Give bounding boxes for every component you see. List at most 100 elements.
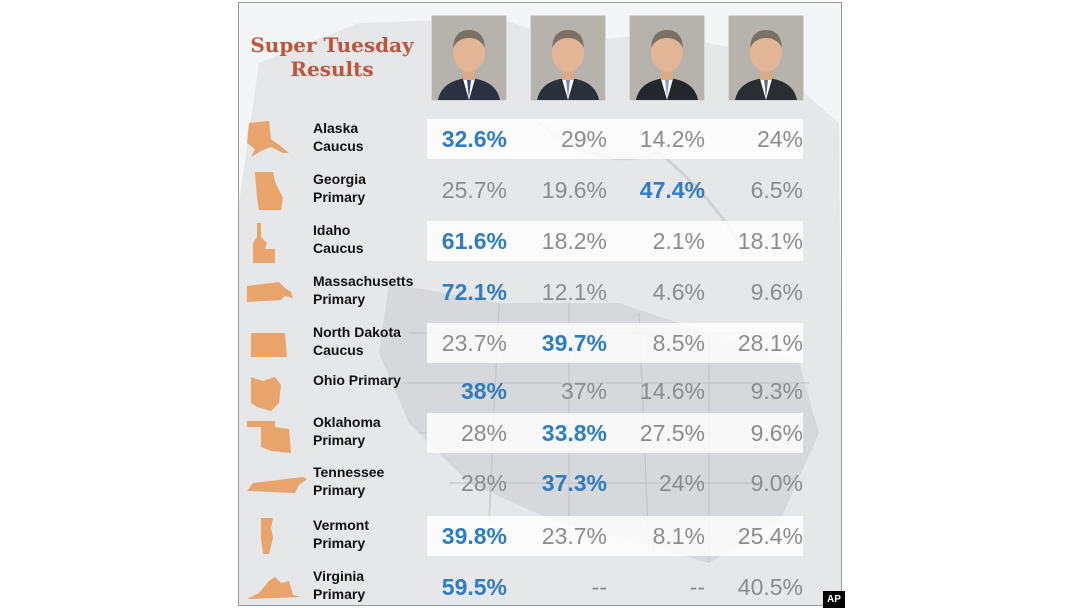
percentage-cell: 14.6% xyxy=(639,378,705,404)
percentage-cell: 24% xyxy=(756,126,803,152)
percentage-cell: 28.1% xyxy=(737,330,803,356)
percentage-cell: 23.7% xyxy=(541,523,607,549)
winning-percentage-cell: 59.5% xyxy=(441,574,507,600)
idaho-icon xyxy=(245,219,309,270)
georgia-icon xyxy=(245,168,309,219)
table-row: Virginia Primary 59.5% -- -- 40.5% xyxy=(239,561,841,605)
percentage-cell: 9.3% xyxy=(750,378,803,404)
candidate-3-portrait xyxy=(630,16,704,100)
contest-type: Caucus xyxy=(313,138,364,154)
state-name: Ohio Primary xyxy=(313,372,401,388)
percentage-cell: 28% xyxy=(460,470,507,496)
state-name: North Dakota xyxy=(313,324,401,340)
contest-type: Primary xyxy=(313,432,366,448)
title-line-1: Super Tuesday xyxy=(250,33,414,57)
percentage-cell: 40.5% xyxy=(737,574,803,600)
contest-type: Caucus xyxy=(313,240,364,256)
virginia-icon xyxy=(245,565,309,605)
percentage-cell: 18.1% xyxy=(737,228,803,254)
state-name: Idaho xyxy=(313,222,351,238)
row-highlight-band xyxy=(427,413,803,453)
row-highlight-band xyxy=(427,221,803,261)
state-contest-label: Oklahoma Primary xyxy=(313,413,431,449)
percentage-cell: 27.5% xyxy=(639,420,705,446)
percentage-cell: 29% xyxy=(560,126,607,152)
winning-percentage-cell: 32.6% xyxy=(441,126,507,152)
state-name: Oklahoma xyxy=(313,414,381,430)
contest-type: Caucus xyxy=(313,342,364,358)
contest-type: Primary xyxy=(313,291,366,307)
percentage-cell: 37% xyxy=(560,378,607,404)
oklahoma-icon xyxy=(245,411,309,462)
contest-type: Primary xyxy=(313,189,366,205)
table-row: North Dakota Caucus 23.7% 39.7% 8.5% 28.1% xyxy=(239,317,841,372)
state-contest-label: Idaho Caucus xyxy=(313,221,431,257)
percentage-cell: 8.1% xyxy=(652,523,705,549)
state-name: Georgia xyxy=(313,171,366,187)
winning-percentage-cell: 39.8% xyxy=(441,523,507,549)
vermont-icon xyxy=(245,514,309,565)
winning-percentage-cell: 61.6% xyxy=(441,228,507,254)
state-contest-label: Ohio Primary xyxy=(313,371,431,389)
state-name: Virginia xyxy=(313,568,365,584)
percentage-cell: -- xyxy=(591,574,607,600)
percentage-cell: 9.0% xyxy=(750,470,803,496)
state-contest-label: Virginia Primary xyxy=(313,567,431,603)
state-contest-label: Tennessee Primary xyxy=(313,463,431,499)
ohio-icon xyxy=(245,369,309,420)
percentage-cell: 2.1% xyxy=(652,228,705,254)
state-contest-label: Massachusetts Primary xyxy=(313,272,431,308)
table-row: Oklahoma Primary 28% 33.8% 27.5% 9.6% xyxy=(239,407,841,462)
percentage-cell: 4.6% xyxy=(652,279,705,305)
percentage-cell: 28% xyxy=(460,420,507,446)
winning-percentage-cell: 33.8% xyxy=(541,420,607,446)
row-highlight-band xyxy=(427,516,803,556)
table-row: Tennessee Primary 28% 37.3% 24% 9.0% xyxy=(239,457,841,509)
row-highlight-band xyxy=(427,323,803,363)
percentage-cell: 19.6% xyxy=(541,177,607,203)
state-contest-label: Alaska Caucus xyxy=(313,119,431,155)
table-row: Idaho Caucus 61.6% 18.2% 2.1% 18.1% xyxy=(239,215,841,270)
state-contest-label: Vermont Primary xyxy=(313,516,431,552)
ap-logo-badge: AP xyxy=(823,591,845,608)
contest-type: Primary xyxy=(313,482,366,498)
table-row: Alaska Caucus 32.6% 29% 14.2% 24% xyxy=(239,113,841,168)
state-name: Alaska xyxy=(313,120,359,136)
contest-type: Primary xyxy=(313,586,366,602)
percentage-cell: 8.5% xyxy=(652,330,705,356)
candidate-4-portrait xyxy=(729,16,803,100)
table-row: Vermont Primary 39.8% 23.7% 8.1% 25.4% xyxy=(239,510,841,565)
percentage-cell: 25.7% xyxy=(441,177,507,203)
table-row: Georgia Primary 25.7% 19.6% 47.4% 6.5% xyxy=(239,164,841,219)
state-name: Tennessee xyxy=(313,464,385,480)
percentage-cell: 9.6% xyxy=(750,279,803,305)
table-row: Massachusetts Primary 72.1% 12.1% 4.6% 9.6% xyxy=(239,266,841,321)
winning-percentage-cell: 38% xyxy=(460,378,507,404)
winning-percentage-cell: 47.4% xyxy=(639,177,705,203)
winning-percentage-cell: 72.1% xyxy=(441,279,507,305)
state-name: Massachusetts xyxy=(313,273,414,289)
percentage-cell: 25.4% xyxy=(737,523,803,549)
percentage-cell: -- xyxy=(689,574,705,600)
percentage-cell: 18.2% xyxy=(541,228,607,254)
percentage-cell: 9.6% xyxy=(750,420,803,446)
north-dakota-icon xyxy=(245,321,309,372)
percentage-cell: 23.7% xyxy=(441,330,507,356)
state-contest-label: North Dakota Caucus xyxy=(313,323,431,359)
winning-percentage-cell: 39.7% xyxy=(541,330,607,356)
percentage-cell: 6.5% xyxy=(750,177,803,203)
results-panel: Super Tuesday Results Alaska Caucus 32.6% 2… xyxy=(238,2,842,606)
table-row: Ohio Primary 38% 37% 14.6% 9.3% xyxy=(239,365,841,420)
candidate-2-portrait xyxy=(531,16,605,100)
winning-percentage-cell: 37.3% xyxy=(541,470,607,496)
state-name: Vermont xyxy=(313,517,370,533)
title-line-2: Results xyxy=(290,57,374,81)
chart-title: Super Tuesday Results xyxy=(239,33,425,81)
percentage-cell: 14.2% xyxy=(639,126,705,152)
massachusetts-icon xyxy=(245,270,309,321)
state-contest-label: Georgia Primary xyxy=(313,170,431,206)
contest-type: Primary xyxy=(313,535,366,551)
percentage-cell: 12.1% xyxy=(541,279,607,305)
alaska-icon xyxy=(245,117,309,168)
row-highlight-band xyxy=(427,119,803,159)
